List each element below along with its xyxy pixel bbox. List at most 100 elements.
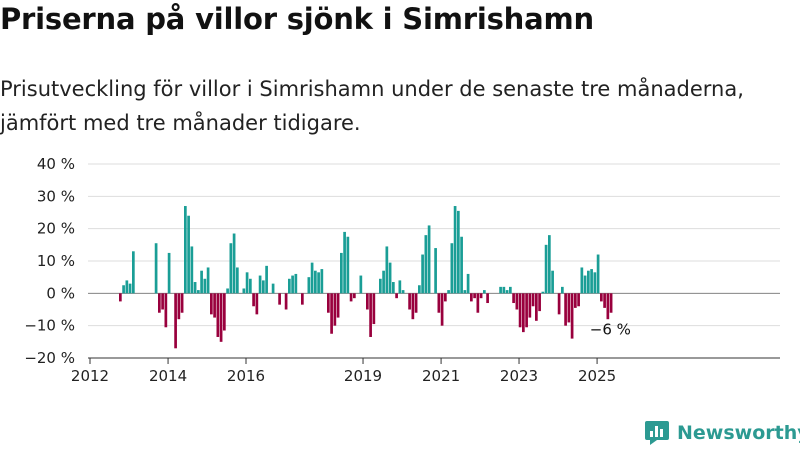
grid-lines (88, 163, 780, 327)
bar (512, 293, 515, 304)
bar (291, 275, 294, 294)
y-tick-label: 40 % (37, 155, 75, 173)
bar (418, 285, 421, 294)
bar (193, 282, 197, 294)
bar (476, 293, 480, 313)
bar (395, 293, 398, 299)
bar (486, 293, 489, 304)
bar (538, 293, 541, 312)
bar (219, 293, 223, 342)
bar (187, 215, 190, 294)
bar (531, 293, 535, 307)
bar (346, 236, 350, 294)
bar (421, 254, 424, 294)
bar (509, 286, 512, 294)
bar (525, 293, 528, 328)
bar (561, 286, 564, 294)
bar (278, 293, 281, 305)
bar (301, 293, 304, 305)
bar (359, 275, 363, 294)
bar (479, 293, 483, 299)
bar (609, 293, 613, 313)
bar (447, 290, 450, 294)
bar (557, 293, 561, 315)
bar (288, 278, 291, 294)
bar (161, 293, 164, 310)
bar (392, 282, 395, 294)
bar (252, 293, 255, 307)
bar (583, 275, 587, 294)
bar (470, 293, 473, 302)
y-tick-label: 20 % (37, 220, 75, 238)
y-axis-tick-labels: −20 % −10 % 0 % 10 % 20 % 30 % 40 % (24, 155, 75, 367)
bar (544, 244, 548, 294)
bar (213, 293, 216, 318)
bar (515, 293, 519, 310)
bar (541, 291, 545, 294)
y-tick-label: 30 % (37, 187, 75, 205)
bar (245, 272, 249, 294)
bar (327, 293, 330, 313)
bar (122, 285, 125, 294)
bar (505, 290, 509, 294)
bar (453, 206, 457, 294)
bar (518, 293, 522, 328)
bar (203, 278, 207, 294)
bar (603, 293, 606, 308)
chart-subtitle: Prisutveckling för villor i Simrishamn u… (0, 77, 744, 135)
bar (190, 246, 194, 294)
bar (444, 293, 447, 302)
bar (317, 272, 320, 294)
bar (206, 267, 210, 294)
bar (307, 277, 311, 294)
bar (174, 293, 177, 349)
bar (483, 290, 486, 294)
bar (216, 293, 220, 337)
bar (369, 293, 372, 337)
annotations: −6 % (590, 321, 631, 339)
bar (502, 286, 506, 294)
bar (385, 246, 389, 294)
bar (336, 293, 340, 318)
bar (236, 267, 239, 294)
bar (210, 293, 213, 315)
bar (340, 252, 343, 294)
bar (473, 293, 476, 299)
bar (223, 293, 226, 331)
bar (229, 243, 233, 294)
bar (262, 280, 265, 294)
x-tick-label: 2014 (149, 367, 187, 385)
bar (249, 278, 252, 294)
x-tick-label: 2021 (422, 367, 460, 385)
bar (398, 280, 402, 294)
x-tick-label: 2012 (71, 367, 109, 385)
bar (379, 278, 382, 294)
bar (587, 270, 590, 294)
bar (551, 270, 554, 294)
x-tick-label: 2016 (227, 367, 265, 385)
bar (125, 280, 129, 294)
bar (372, 293, 376, 325)
bar (434, 248, 437, 294)
bar (463, 290, 467, 294)
bar (265, 265, 268, 294)
bar (310, 262, 314, 294)
bar (320, 269, 324, 294)
bar (353, 293, 356, 299)
y-tick-label: 0 % (46, 284, 75, 302)
x-axis: 2012 2014 2016 2019 2021 2023 2025 (71, 357, 780, 385)
bars (119, 206, 613, 349)
bar (535, 293, 538, 321)
x-tick-label: 2019 (344, 367, 382, 385)
bar (414, 293, 418, 313)
bar (427, 225, 431, 294)
bar (366, 293, 369, 310)
bar (424, 235, 428, 294)
chart-title: Priserna på villor sjönk i Simrishamn (0, 2, 594, 36)
bar (564, 293, 567, 326)
bar (580, 267, 584, 294)
bar (600, 293, 603, 302)
bar (232, 233, 236, 294)
bar (164, 293, 168, 328)
bar (330, 293, 333, 334)
